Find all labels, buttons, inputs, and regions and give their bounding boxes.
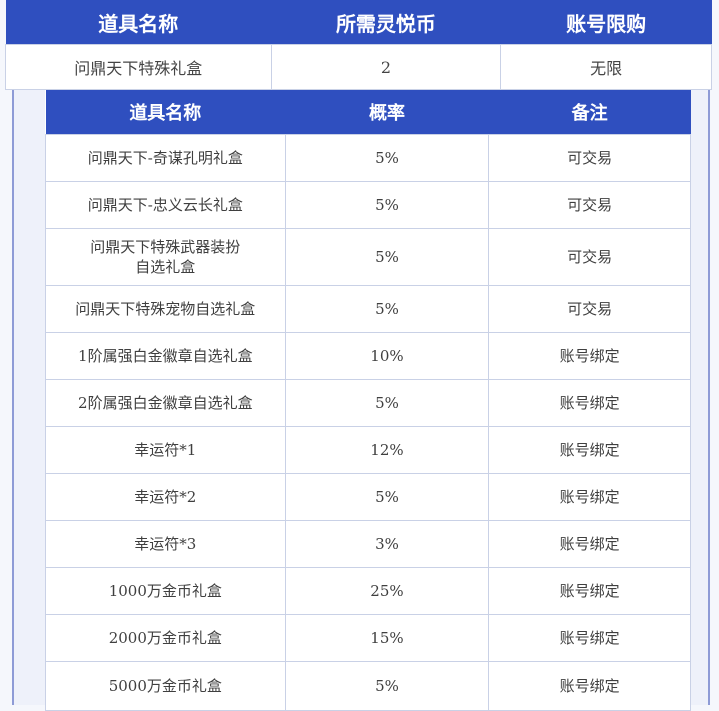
table-row: 问鼎天下-忠义云长礼盒 5% 可交易 xyxy=(45,181,691,229)
purchase-table: 道具名称 所需灵悦币 账号限购 问鼎天下特殊礼盒 2 无限 xyxy=(5,0,712,90)
purchase-row: 问鼎天下特殊礼盒 2 无限 xyxy=(5,44,712,90)
table-row: 2000万金币礼盒 15% 账号绑定 xyxy=(45,614,691,662)
note-cell: 可交易 xyxy=(488,134,691,182)
table-row: 5000万金币礼盒 5% 账号绑定 xyxy=(45,661,691,711)
note-cell: 可交易 xyxy=(488,228,691,286)
note-cell: 账号绑定 xyxy=(488,473,691,521)
table-row: 幸运符*3 3% 账号绑定 xyxy=(45,520,691,568)
purchase-item-name: 问鼎天下特殊礼盒 xyxy=(5,44,272,90)
note-cell: 账号绑定 xyxy=(488,426,691,474)
header-limit: 账号限购 xyxy=(500,0,712,45)
header-item-name: 道具名称 xyxy=(5,0,272,45)
probability-cell: 5% xyxy=(284,473,490,521)
item-name-cell: 1000万金币礼盒 xyxy=(45,567,286,615)
header-probability: 概率 xyxy=(285,90,489,135)
header-cost: 所需灵悦币 xyxy=(271,0,501,45)
item-name-cell: 幸运符*1 xyxy=(45,426,286,474)
item-name-cell: 幸运符*2 xyxy=(45,473,286,521)
item-name-cell: 问鼎天下特殊武器装扮 自选礼盒 xyxy=(45,228,286,286)
probability-cell: 3% xyxy=(284,520,490,568)
probability-cell: 5% xyxy=(284,379,490,427)
probability-cell: 5% xyxy=(284,228,490,286)
probability-cell: 10% xyxy=(284,332,490,380)
header-note: 备注 xyxy=(488,90,691,135)
table-row: 2阶属强白金徽章自选礼盒 5% 账号绑定 xyxy=(45,379,691,427)
note-cell: 账号绑定 xyxy=(488,379,691,427)
probability-cell: 5% xyxy=(284,181,490,229)
item-name-cell: 2000万金币礼盒 xyxy=(45,614,286,662)
drop-table-body: 问鼎天下-奇谋孔明礼盒 5% 可交易 问鼎天下-忠义云长礼盒 5% 可交易 问鼎天下特殊武器… xyxy=(45,134,691,711)
table-row: 问鼎天下-奇谋孔明礼盒 5% 可交易 xyxy=(45,134,691,182)
probability-cell: 5% xyxy=(284,134,490,182)
table-row: 幸运符*2 5% 账号绑定 xyxy=(45,473,691,521)
note-cell: 可交易 xyxy=(488,285,691,333)
item-name-cell: 5000万金币礼盒 xyxy=(45,661,286,711)
drop-header-row: 道具名称 概率 备注 xyxy=(45,90,691,135)
table-row: 问鼎天下特殊宠物自选礼盒 5% 可交易 xyxy=(45,285,691,333)
table-row: 幸运符*1 12% 账号绑定 xyxy=(45,426,691,474)
note-cell: 账号绑定 xyxy=(488,332,691,380)
purchase-header-row: 道具名称 所需灵悦币 账号限购 xyxy=(5,0,712,45)
purchase-cost: 2 xyxy=(270,44,502,90)
table-row: 1阶属强白金徽章自选礼盒 10% 账号绑定 xyxy=(45,332,691,380)
table-row: 1000万金币礼盒 25% 账号绑定 xyxy=(45,567,691,615)
item-name-cell: 2阶属强白金徽章自选礼盒 xyxy=(45,379,286,427)
probability-cell: 25% xyxy=(284,567,490,615)
note-cell: 账号绑定 xyxy=(488,520,691,568)
drop-rate-table: 道具名称 概率 备注 问鼎天下-奇谋孔明礼盒 5% 可交易 问鼎天下-忠义云长礼盒 5%… xyxy=(45,90,691,711)
table-row: 问鼎天下特殊武器装扮 自选礼盒 5% 可交易 xyxy=(45,228,691,286)
note-cell: 账号绑定 xyxy=(488,567,691,615)
item-name-cell: 问鼎天下特殊宠物自选礼盒 xyxy=(45,285,286,333)
probability-cell: 5% xyxy=(284,285,490,333)
probability-cell: 12% xyxy=(284,426,490,474)
probability-cell: 15% xyxy=(284,614,490,662)
note-cell: 账号绑定 xyxy=(488,614,691,662)
item-name-cell: 问鼎天下-奇谋孔明礼盒 xyxy=(45,134,286,182)
header-item-name: 道具名称 xyxy=(45,90,286,135)
purchase-limit: 无限 xyxy=(500,44,712,90)
note-cell: 可交易 xyxy=(488,181,691,229)
note-cell: 账号绑定 xyxy=(488,661,691,711)
item-name-cell: 幸运符*3 xyxy=(45,520,286,568)
item-name-cell: 1阶属强白金徽章自选礼盒 xyxy=(45,332,286,380)
item-name-cell: 问鼎天下-忠义云长礼盒 xyxy=(45,181,286,229)
probability-cell: 5% xyxy=(284,661,490,711)
